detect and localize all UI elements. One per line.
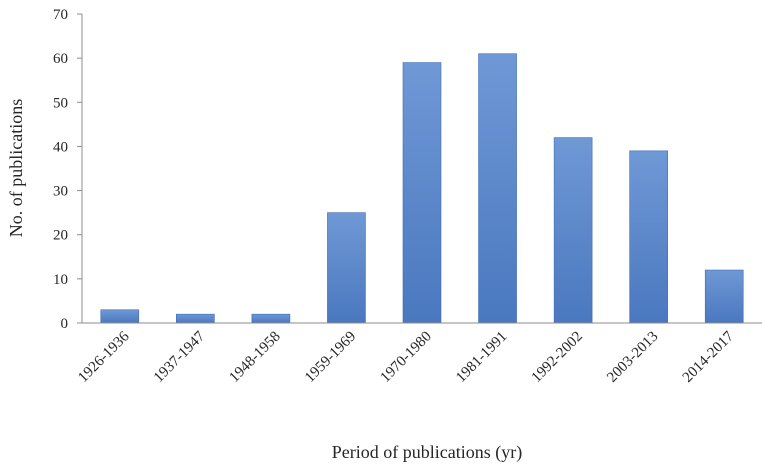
x-tick-label: 1981-1991 — [453, 329, 510, 386]
y-tick-label: 0 — [61, 316, 69, 332]
y-tick-label: 20 — [53, 228, 68, 244]
bar-2003-2013 — [629, 150, 668, 324]
bar-1937-1947 — [176, 313, 215, 324]
x-tick-label: 1959-1969 — [302, 329, 359, 386]
bar-2014-2017 — [704, 269, 744, 324]
x-tick-label: 2014-2017 — [680, 328, 738, 386]
bar-1981-1991 — [478, 53, 517, 324]
y-tick-label: 70 — [53, 7, 68, 23]
y-tick-label: 40 — [53, 139, 68, 155]
x-tick-label: 1970-1980 — [378, 329, 435, 386]
y-tick-label: 60 — [53, 51, 68, 67]
y-tick-label: 10 — [53, 272, 68, 288]
x-tick-label: 1948-1958 — [226, 329, 283, 386]
bar-1970-1980 — [402, 62, 442, 324]
y-tick-label: 50 — [53, 95, 68, 111]
bar-1959-1969 — [327, 212, 366, 324]
bars — [100, 53, 744, 324]
x-axis: 1926-1936 1937-1947 1948-1958 1959-1969 1970… — [75, 322, 762, 386]
y-axis-title: No. of publications — [6, 99, 26, 237]
y-axis: 0 10 20 30 40 50 60 70 — [53, 7, 83, 332]
bar-1992-2002 — [553, 137, 593, 324]
x-tick-label: 1937-1947 — [151, 328, 209, 386]
bar-1926-1936 — [100, 309, 140, 324]
y-tick-label: 30 — [53, 184, 68, 200]
bar-1948-1958 — [251, 313, 291, 324]
x-tick-label: 2003-2013 — [604, 329, 661, 386]
x-tick-label: 1992-2002 — [529, 329, 586, 386]
x-tick-label: 1926-1936 — [75, 328, 133, 386]
x-axis-title: Period of publications (yr) — [332, 442, 522, 463]
